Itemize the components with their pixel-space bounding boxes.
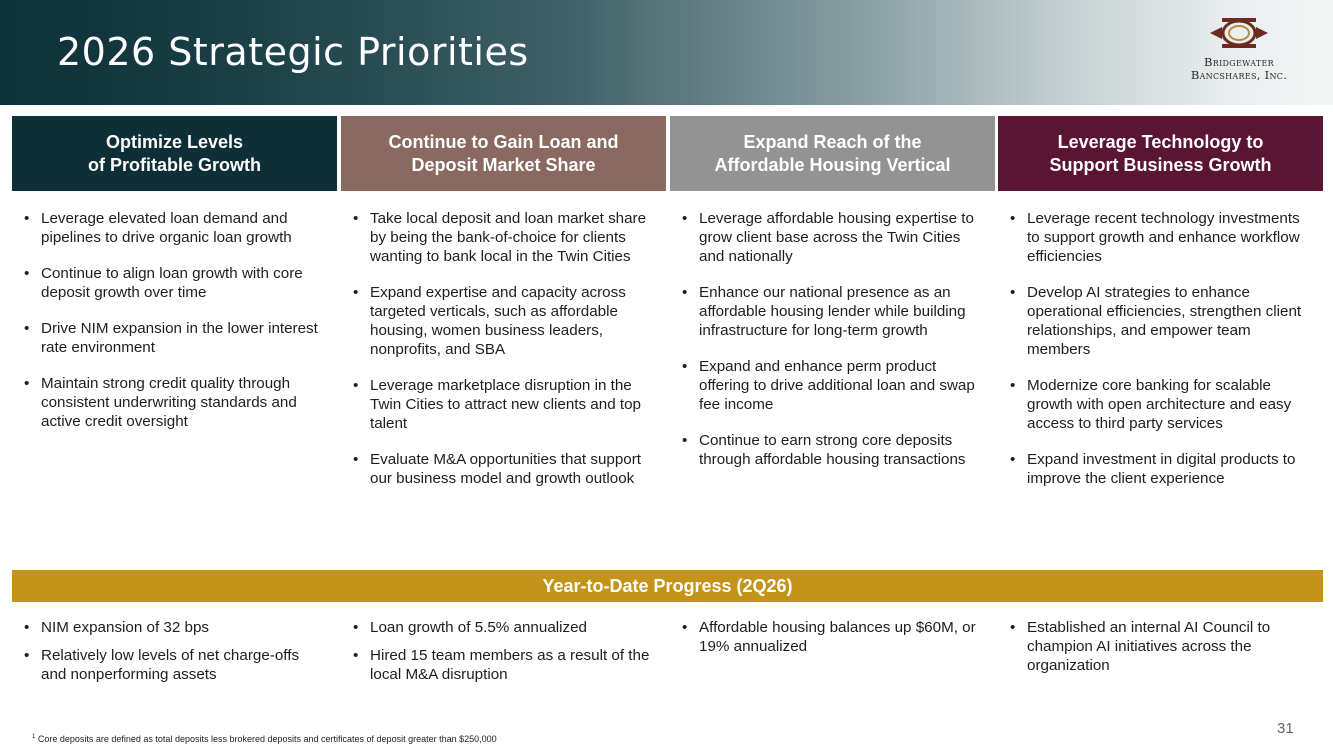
list-item: Evaluate M&A opportunities that support … [351, 450, 656, 488]
list-item: Established an internal AI Council to ch… [1008, 618, 1313, 675]
list-item: Relatively low levels of net charge-offs… [22, 646, 327, 684]
logo-name-line1: Bridgewater [1204, 55, 1274, 69]
footnote-text: Core deposits are defined as total depos… [37, 734, 497, 744]
bullet-list: NIM expansion of 32 bps Relatively low l… [12, 608, 337, 684]
list-item: Leverage recent technology investments t… [1008, 209, 1313, 266]
priority-column-market-share: Continue to Gain Loan and Deposit Market… [341, 116, 666, 505]
company-logo: Bridgewater Bancshares, Inc. [1174, 16, 1304, 88]
list-item: Affordable housing balances up $60M, or … [680, 618, 985, 656]
bullet-list: Leverage affordable housing expertise to… [670, 191, 995, 469]
column-heading: Expand Reach of the Affordable Housing V… [670, 116, 995, 191]
list-item: Develop AI strategies to enhance operati… [1008, 283, 1313, 359]
progress-columns: NIM expansion of 32 bps Relatively low l… [12, 608, 1323, 698]
priority-columns: Optimize Levels of Profitable Growth Lev… [12, 116, 1323, 546]
bullet-list: Affordable housing balances up $60M, or … [670, 608, 995, 656]
progress-column: Affordable housing balances up $60M, or … [670, 608, 995, 665]
column-heading: Continue to Gain Loan and Deposit Market… [341, 116, 666, 191]
column-heading-text: Expand Reach of the Affordable Housing V… [714, 131, 951, 175]
footnote-marker: 1 [32, 734, 36, 740]
list-item: Loan growth of 5.5% annualized [351, 618, 656, 637]
priority-column-technology: Leverage Technology to Support Business … [998, 116, 1323, 505]
progress-column: Established an internal AI Council to ch… [998, 608, 1323, 684]
progress-column: Loan growth of 5.5% annualized Hired 15 … [341, 608, 666, 693]
list-item: Continue to align loan growth with core … [22, 264, 327, 302]
list-item: NIM expansion of 32 bps [22, 618, 327, 637]
logo-name-line2: Bancshares, Inc. [1190, 68, 1288, 82]
progress-heading-bar: Year-to-Date Progress (2Q26) [12, 570, 1323, 602]
list-item: Enhance our national presence as an affo… [680, 283, 985, 340]
list-item: Expand expertise and capacity across tar… [351, 283, 656, 359]
bullet-list: Leverage elevated loan demand and pipeli… [12, 191, 337, 431]
list-item: Leverage marketplace disruption in the T… [351, 376, 656, 433]
list-item: Hired 15 team members as a result of the… [351, 646, 656, 684]
header-banner: 2026 Strategic Priorities Bridgewater Ba… [0, 0, 1333, 105]
list-item: Expand and enhance perm product offering… [680, 357, 985, 414]
list-item: Drive NIM expansion in the lower interes… [22, 319, 327, 357]
column-heading: Leverage Technology to Support Business … [998, 116, 1323, 191]
bullet-list: Take local deposit and loan market share… [341, 191, 666, 488]
column-heading-text: Optimize Levels of Profitable Growth [88, 131, 261, 175]
priority-column-profitable-growth: Optimize Levels of Profitable Growth Lev… [12, 116, 337, 448]
list-item: Maintain strong credit quality through c… [22, 374, 327, 431]
page-title: 2026 Strategic Priorities [57, 30, 529, 74]
list-item: Modernize core banking for scalable grow… [1008, 376, 1313, 433]
bullet-list: Established an internal AI Council to ch… [998, 608, 1323, 675]
progress-heading: Year-to-Date Progress (2Q26) [542, 575, 793, 596]
list-item: Expand investment in digital products to… [1008, 450, 1313, 488]
bullet-list: Loan growth of 5.5% annualized Hired 15 … [341, 608, 666, 684]
column-heading: Optimize Levels of Profitable Growth [12, 116, 337, 191]
list-item: Continue to earn strong core deposits th… [680, 431, 985, 469]
column-heading-text: Continue to Gain Loan and Deposit Market… [388, 131, 619, 175]
priority-column-affordable-housing: Expand Reach of the Affordable Housing V… [670, 116, 995, 486]
bridge-logo-icon [1210, 18, 1268, 48]
page-number: 31 [1277, 720, 1294, 737]
progress-column: NIM expansion of 32 bps Relatively low l… [12, 608, 337, 693]
footnote: 1 Core deposits are defined as total dep… [32, 734, 497, 744]
list-item: Leverage elevated loan demand and pipeli… [22, 209, 327, 247]
column-heading-text: Leverage Technology to Support Business … [1049, 131, 1272, 175]
list-item: Leverage affordable housing expertise to… [680, 209, 985, 266]
list-item: Take local deposit and loan market share… [351, 209, 656, 266]
bullet-list: Leverage recent technology investments t… [998, 191, 1323, 488]
